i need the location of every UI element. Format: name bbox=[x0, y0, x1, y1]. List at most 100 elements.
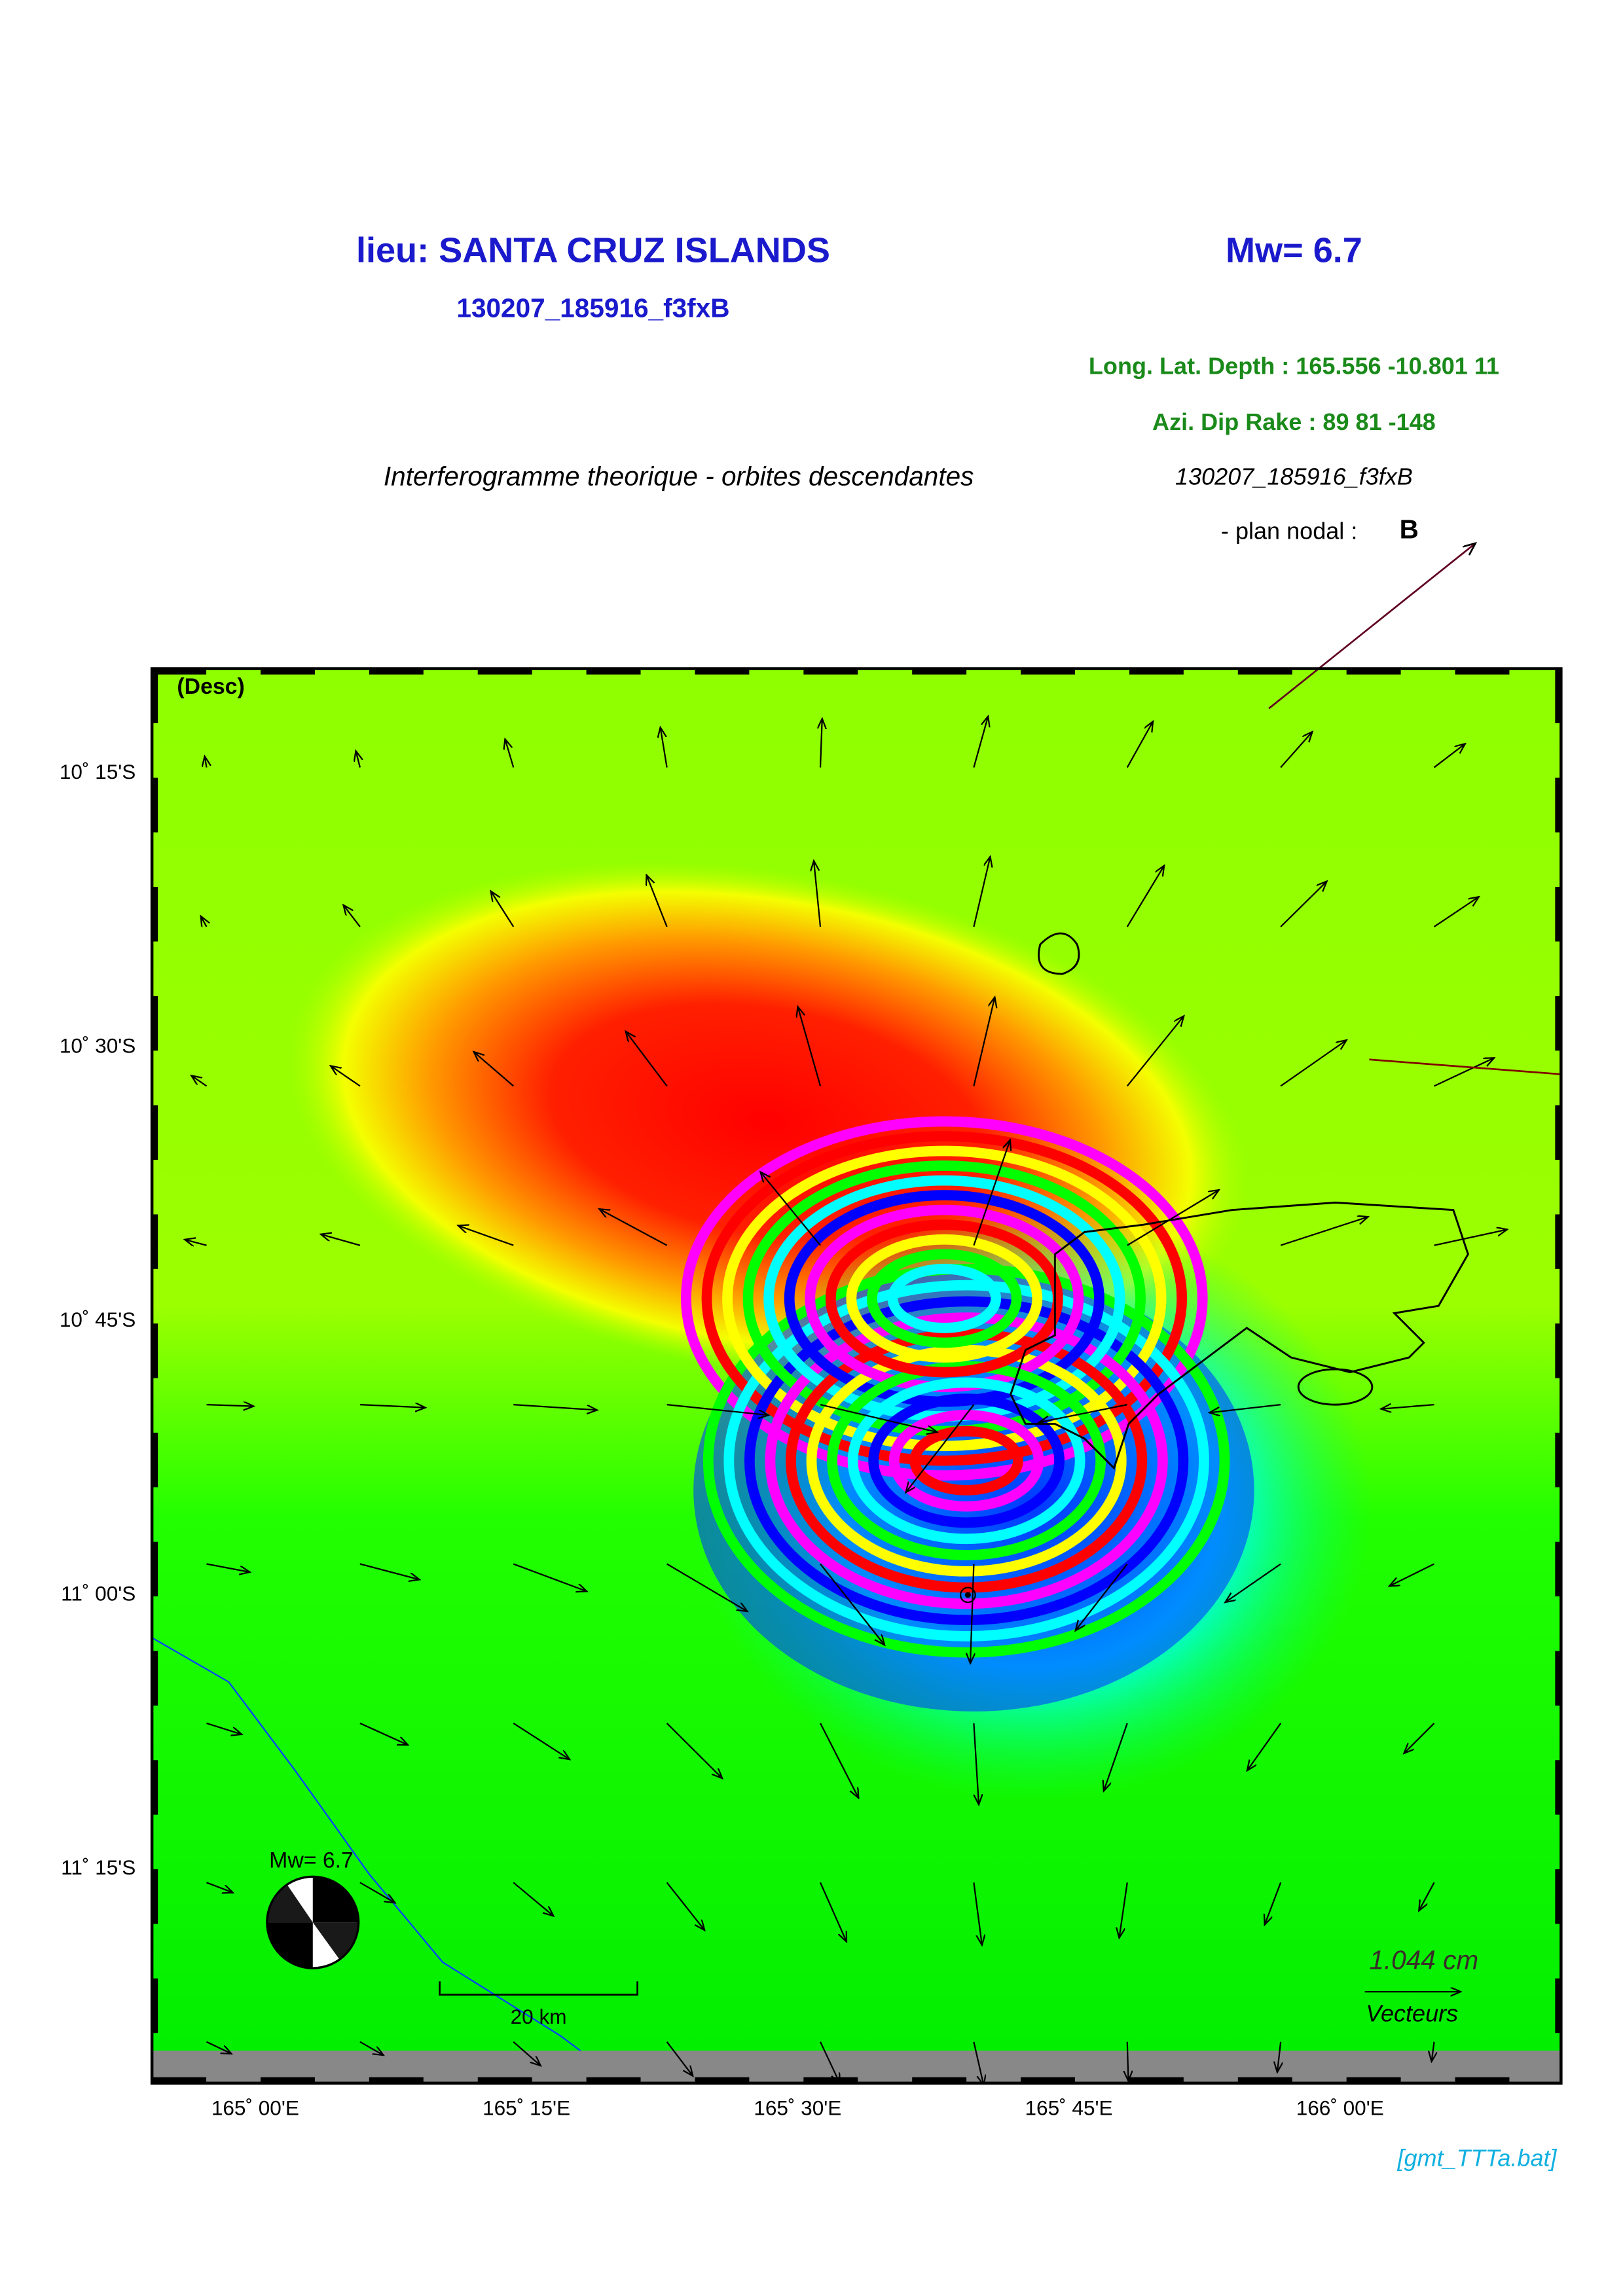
vector bbox=[505, 739, 515, 768]
vector bbox=[513, 1882, 553, 1916]
vector bbox=[185, 1240, 207, 1246]
fringe bbox=[765, 1312, 1168, 1609]
frame-tick bbox=[1346, 2077, 1401, 2083]
frame-tick bbox=[1555, 1978, 1561, 2034]
vector bbox=[1280, 1217, 1368, 1246]
vector bbox=[513, 1404, 597, 1410]
frame-tick bbox=[152, 1214, 158, 1269]
frame-tick bbox=[152, 1869, 158, 1924]
vector bbox=[331, 1066, 361, 1087]
fringe bbox=[847, 1377, 1085, 1545]
frame-tick bbox=[152, 668, 158, 723]
frame-tick bbox=[1455, 668, 1510, 675]
x-tick-label: 166˚ 00'E bbox=[1296, 2096, 1384, 2120]
vector bbox=[359, 1722, 408, 1745]
vector bbox=[1277, 2041, 1281, 2072]
frame-tick bbox=[1555, 1432, 1561, 1488]
fringe bbox=[722, 1145, 1167, 1452]
fringe bbox=[744, 1296, 1189, 1626]
vector bbox=[359, 1563, 420, 1580]
vector bbox=[513, 1563, 587, 1592]
frame-tick bbox=[152, 887, 158, 942]
vector bbox=[1419, 1882, 1435, 1910]
vector bbox=[973, 857, 990, 927]
frame-tick bbox=[152, 1978, 158, 2034]
frame-tick bbox=[1555, 668, 1561, 723]
vector bbox=[820, 2041, 840, 2083]
frame-tick bbox=[152, 1323, 158, 1378]
frame-tick bbox=[152, 1760, 158, 1815]
vector bbox=[646, 875, 668, 927]
frame-tick bbox=[1555, 1541, 1561, 1597]
x-tick-label: 165˚ 45'E bbox=[1025, 2096, 1113, 2120]
magnitude: Mw= 6.7 bbox=[1226, 230, 1362, 270]
vector bbox=[359, 1405, 426, 1408]
frame-tick bbox=[695, 2077, 750, 2083]
vector-label: Vecteurs bbox=[1366, 2000, 1458, 2027]
location: Long. Lat. Depth : 165.556 -10.801 11 bbox=[1089, 352, 1499, 379]
vector bbox=[1104, 1723, 1128, 1791]
frame-tick bbox=[152, 1432, 158, 1488]
vector bbox=[1280, 882, 1326, 927]
vector bbox=[206, 1882, 233, 1892]
y-tick-label: 10˚ 30'S bbox=[60, 1033, 136, 1057]
vector bbox=[973, 716, 988, 768]
frame-tick bbox=[1346, 668, 1401, 675]
x-tick-label: 165˚ 15'E bbox=[483, 2096, 570, 2120]
frame-tick bbox=[1237, 668, 1292, 675]
vector bbox=[905, 1404, 975, 1492]
frame-tick bbox=[1021, 668, 1075, 675]
vector bbox=[973, 997, 994, 1086]
vector bbox=[973, 1882, 982, 1945]
vector bbox=[626, 1031, 668, 1087]
frame-tick bbox=[803, 2077, 858, 2083]
vector bbox=[513, 2041, 540, 2066]
vector bbox=[1119, 1882, 1128, 1938]
frame-tick bbox=[1129, 668, 1184, 675]
vector bbox=[820, 1723, 858, 1798]
vector bbox=[1265, 1882, 1282, 1925]
vector bbox=[321, 1234, 361, 1246]
frame-tick bbox=[152, 1105, 158, 1160]
vector bbox=[206, 1563, 250, 1572]
vector bbox=[1404, 1723, 1435, 1753]
x-tick-label: 165˚ 00'E bbox=[211, 2096, 299, 2120]
fringe bbox=[867, 1249, 1022, 1348]
event-id-italic: 130207_185916_f3fxB bbox=[1175, 463, 1413, 490]
vector bbox=[1381, 1405, 1434, 1409]
vector bbox=[820, 719, 822, 768]
vector bbox=[513, 1722, 570, 1759]
frame-tick bbox=[695, 668, 750, 675]
vector bbox=[820, 1563, 884, 1645]
vector bbox=[1225, 1563, 1281, 1603]
y-tick-label: 10˚ 45'S bbox=[60, 1308, 136, 1331]
vector bbox=[970, 1564, 974, 1664]
vector bbox=[1039, 1404, 1128, 1422]
frame-tick bbox=[152, 2077, 207, 2083]
vector bbox=[760, 1172, 821, 1246]
frame-tick bbox=[369, 2077, 424, 2083]
vector bbox=[814, 861, 822, 927]
vector bbox=[359, 2041, 384, 2055]
frame-tick bbox=[1129, 2077, 1184, 2083]
fringe bbox=[825, 1219, 1063, 1378]
vector bbox=[1433, 744, 1465, 768]
vector bbox=[666, 1723, 723, 1778]
frame-tick bbox=[1555, 887, 1561, 942]
frame-tick bbox=[260, 2077, 315, 2083]
frame-tick bbox=[1021, 2077, 1075, 2083]
vector bbox=[458, 1226, 514, 1246]
frame-tick bbox=[912, 668, 967, 675]
fringe bbox=[723, 1280, 1209, 1641]
frame-tick bbox=[1555, 996, 1561, 1051]
vector bbox=[1247, 1723, 1282, 1770]
vector bbox=[491, 891, 515, 927]
event-id: 130207_185916_f3fxB bbox=[456, 293, 729, 323]
vector bbox=[206, 2041, 232, 2054]
subtitle: Interferogramme theorique - orbites desc… bbox=[384, 461, 974, 492]
vector bbox=[1433, 897, 1479, 927]
mechanism: Azi. Dip Rake : 89 81 -148 bbox=[1152, 408, 1436, 435]
beachball-label: Mw= 6.7 bbox=[269, 1848, 354, 1873]
nodal-label: - plan nodal : bbox=[1221, 518, 1357, 545]
